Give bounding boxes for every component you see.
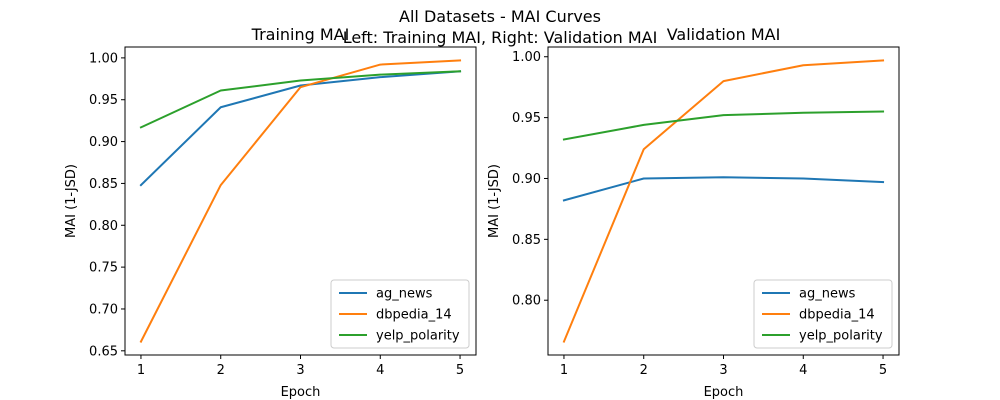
training-series-line-ag-news: [139, 70, 462, 187]
training-series-line-dbpedia-14: [139, 59, 462, 343]
validation-legend-label-dbpedia-14: dbpedia_14: [799, 308, 875, 323]
training-x-tick-label: 1: [137, 363, 145, 378]
validation-y-tick-label: 0.80: [512, 294, 541, 309]
training-mai-chart: Training MAI 1 2 3 4 5 0.65 0.70 0.75 0.80 0.85 0.9…: [64, 25, 477, 400]
training-x-tick-label: 5: [456, 363, 464, 378]
validation-series-line-ag-news: [562, 176, 885, 202]
training-legend-label-yelp-polarity: yelp_polarity: [376, 329, 460, 344]
training-legend-box: [330, 279, 470, 349]
training-y-tick-label: 0.65: [89, 344, 118, 359]
training-legend-label-dbpedia-14: dbpedia_14: [376, 308, 452, 323]
training-chart-title: Training MAI: [251, 25, 350, 44]
validation-series-line-dbpedia-14: [562, 59, 885, 343]
validation-x-tick-label: 1: [560, 363, 568, 378]
training-y-tick-label: 0.75: [89, 261, 118, 276]
validation-legend-label-yelp-polarity: yelp_polarity: [799, 329, 883, 344]
validation-y-tick-label: 0.95: [512, 111, 541, 126]
validation-series-line-yelp-polarity: [562, 110, 885, 141]
validation-legend-label-ag-news: ag_news: [799, 287, 856, 302]
figure-suptitle-line1: All Datasets - MAI Curves: [399, 7, 601, 26]
training-x-tick-label: 2: [217, 363, 225, 378]
validation-x-tick-label: 4: [799, 363, 807, 378]
training-y-tick-label: 0.85: [89, 177, 118, 192]
training-y-tick-label: 0.95: [89, 93, 118, 108]
validation-y-tick-label: 0.85: [512, 233, 541, 248]
training-series-line-yelp-polarity: [139, 70, 462, 129]
validation-legend-box: [753, 279, 893, 349]
training-x-tick-label: 3: [296, 363, 304, 378]
training-legend: ag_news dbpedia_14 yelp_polarity: [330, 279, 470, 349]
training-y-tick-label: 0.90: [89, 135, 118, 150]
figure-suptitle-line2: Left: Training MAI, Right: Validation MA…: [343, 28, 658, 47]
training-x-tick-label: 4: [376, 363, 384, 378]
training-y-tick-label: 0.70: [89, 302, 118, 317]
validation-legend: ag_news dbpedia_14 yelp_polarity: [753, 279, 893, 349]
training-y-axis-label: MAI (1-JSD): [64, 164, 79, 238]
validation-x-axis-label: Epoch: [704, 385, 744, 400]
validation-y-tick-label: 1.00: [512, 50, 541, 65]
training-x-axis-label: Epoch: [281, 385, 321, 400]
training-legend-label-ag-news: ag_news: [376, 287, 433, 302]
validation-x-tick-label: 3: [719, 363, 727, 378]
training-y-tick-label: 1.00: [89, 51, 118, 66]
validation-x-tick-label: 2: [640, 363, 648, 378]
validation-x-tick-label: 5: [879, 363, 887, 378]
validation-chart-title: Validation MAI: [667, 25, 781, 44]
validation-mai-chart: Validation MAI 1 2 3 4 5 0.80 0.85 0.90 0.95 1.00 E…: [487, 25, 900, 400]
validation-y-axis-label: MAI (1-JSD): [487, 164, 502, 238]
training-y-tick-label: 0.80: [89, 219, 118, 234]
validation-y-tick-label: 0.90: [512, 172, 541, 187]
